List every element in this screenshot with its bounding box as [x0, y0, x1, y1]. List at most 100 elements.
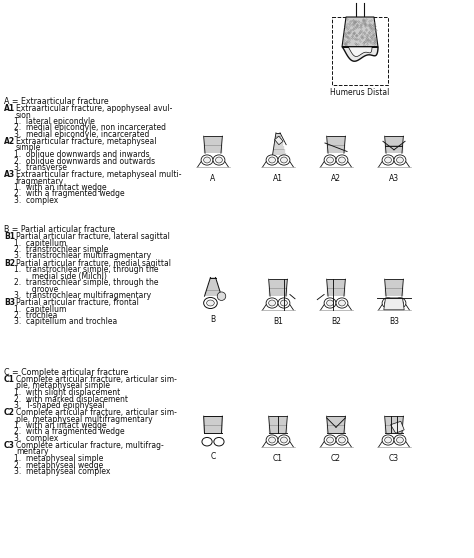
Text: sion: sion	[16, 110, 32, 119]
Bar	[332, 17, 388, 85]
Text: A = Extraarticular fracture: A = Extraarticular fracture	[4, 97, 109, 106]
Ellipse shape	[207, 300, 214, 306]
Text: B = Partial articular fracture: B = Partial articular fracture	[4, 225, 115, 234]
Text: Partial articular fracture, medial sagittal: Partial articular fracture, medial sagit…	[16, 258, 171, 267]
Text: 1.  oblique downwards and inwards: 1. oblique downwards and inwards	[14, 150, 150, 159]
Text: simple: simple	[16, 143, 41, 152]
Text: ple, metaphyseal simple: ple, metaphyseal simple	[16, 382, 110, 391]
Ellipse shape	[327, 437, 333, 443]
Ellipse shape	[278, 155, 290, 165]
Text: Complete articular fracture, articular sim-: Complete articular fracture, articular s…	[16, 408, 177, 417]
Text: Humerus Distal: Humerus Distal	[330, 88, 390, 97]
Ellipse shape	[384, 157, 392, 163]
Text: 3.  transtrochlear multifragmentary: 3. transtrochlear multifragmentary	[14, 252, 151, 261]
Text: 3.  complex: 3. complex	[14, 434, 58, 443]
Ellipse shape	[336, 298, 348, 308]
Text: groove: groove	[20, 285, 58, 294]
Text: B2: B2	[4, 258, 15, 267]
Ellipse shape	[202, 437, 212, 446]
Text: A: A	[210, 174, 216, 182]
Text: B1: B1	[4, 232, 15, 241]
Ellipse shape	[394, 435, 406, 445]
Text: 2.  metaphyseal wedge: 2. metaphyseal wedge	[14, 460, 103, 469]
Ellipse shape	[382, 435, 394, 445]
Ellipse shape	[397, 437, 403, 443]
Text: A1: A1	[4, 104, 15, 113]
Ellipse shape	[269, 437, 275, 443]
Text: 1.  lateral epicondyle: 1. lateral epicondyle	[14, 117, 95, 126]
Text: 1.  metaphyseal simple: 1. metaphyseal simple	[14, 454, 103, 463]
Text: 2.  oblique downwards and outwards: 2. oblique downwards and outwards	[14, 156, 155, 166]
Text: A1: A1	[273, 174, 283, 182]
Text: Complete articular fracture, multifrag-: Complete articular fracture, multifrag-	[16, 441, 164, 450]
Text: 1.  capitellum: 1. capitellum	[14, 305, 66, 314]
Text: C3: C3	[389, 454, 399, 463]
Ellipse shape	[281, 157, 287, 163]
Ellipse shape	[338, 437, 346, 443]
Text: Complete articular fracture, articular sim-: Complete articular fracture, articular s…	[16, 375, 177, 384]
Text: C = Complete articular fracture: C = Complete articular fracture	[4, 368, 128, 377]
Text: 2.  transtrochlear simple: 2. transtrochlear simple	[14, 245, 109, 254]
Text: B2: B2	[331, 316, 341, 326]
Ellipse shape	[338, 157, 346, 163]
Text: medial side (Milchl): medial side (Milchl)	[20, 272, 107, 281]
Circle shape	[217, 292, 226, 300]
Ellipse shape	[394, 155, 406, 165]
Ellipse shape	[278, 298, 290, 308]
Text: 2.  with a fragmented wedge: 2. with a fragmented wedge	[14, 190, 125, 199]
Polygon shape	[348, 47, 372, 56]
Text: 1.  with slight displacement: 1. with slight displacement	[14, 388, 120, 397]
Ellipse shape	[266, 155, 278, 165]
Ellipse shape	[214, 437, 224, 446]
Ellipse shape	[384, 300, 392, 306]
Ellipse shape	[336, 435, 348, 445]
Ellipse shape	[397, 300, 403, 306]
Text: Partial articular fracture, frontal: Partial articular fracture, frontal	[16, 298, 139, 307]
Text: A3: A3	[389, 174, 399, 182]
Text: Extraarticular fracture, metaphyseal multi-: Extraarticular fracture, metaphyseal mul…	[16, 170, 182, 179]
Ellipse shape	[204, 157, 210, 163]
Polygon shape	[342, 47, 378, 61]
Ellipse shape	[281, 437, 287, 443]
Text: B: B	[210, 315, 216, 324]
Text: mentary: mentary	[16, 448, 48, 456]
Ellipse shape	[216, 157, 222, 163]
Text: A2: A2	[4, 137, 15, 146]
Ellipse shape	[324, 435, 336, 445]
Ellipse shape	[269, 157, 275, 163]
Text: 3.  T-shaped epiphyseal: 3. T-shaped epiphyseal	[14, 401, 105, 410]
Text: 2.  with a fragmented wedge: 2. with a fragmented wedge	[14, 427, 125, 436]
Text: B3: B3	[389, 316, 399, 326]
Ellipse shape	[324, 298, 336, 308]
Text: 3.  complex: 3. complex	[14, 196, 58, 205]
Text: C2: C2	[331, 454, 341, 463]
Text: B3: B3	[4, 298, 15, 307]
Text: 2.  trochlea: 2. trochlea	[14, 311, 57, 320]
Ellipse shape	[204, 297, 217, 309]
Ellipse shape	[201, 155, 213, 165]
Text: A2: A2	[331, 174, 341, 182]
Ellipse shape	[382, 298, 394, 308]
Polygon shape	[274, 136, 283, 145]
Ellipse shape	[213, 155, 225, 165]
Polygon shape	[342, 17, 378, 47]
Text: B1: B1	[273, 316, 283, 326]
Text: 3.  metaphyseal complex: 3. metaphyseal complex	[14, 467, 110, 476]
Text: 2.  with marked displacement: 2. with marked displacement	[14, 395, 128, 403]
Text: C1: C1	[4, 375, 15, 384]
Text: 3.  medial epicondyle, incarcerated: 3. medial epicondyle, incarcerated	[14, 130, 149, 139]
Ellipse shape	[338, 300, 346, 306]
Text: 3.  transtrochlear multifragmentary: 3. transtrochlear multifragmentary	[14, 291, 151, 300]
Ellipse shape	[324, 155, 336, 165]
Text: 2.  transtrochlear simple, through the: 2. transtrochlear simple, through the	[14, 278, 158, 287]
Ellipse shape	[397, 157, 403, 163]
Ellipse shape	[327, 300, 333, 306]
Ellipse shape	[327, 157, 333, 163]
Text: 1.  with an intact wedge: 1. with an intact wedge	[14, 183, 107, 192]
Ellipse shape	[269, 300, 275, 306]
Ellipse shape	[382, 155, 394, 165]
Text: 3.  transverse: 3. transverse	[14, 163, 67, 172]
Text: C3: C3	[4, 441, 15, 450]
Text: Partial articular fracture, lateral sagittal: Partial articular fracture, lateral sagi…	[16, 232, 170, 241]
Ellipse shape	[266, 298, 278, 308]
